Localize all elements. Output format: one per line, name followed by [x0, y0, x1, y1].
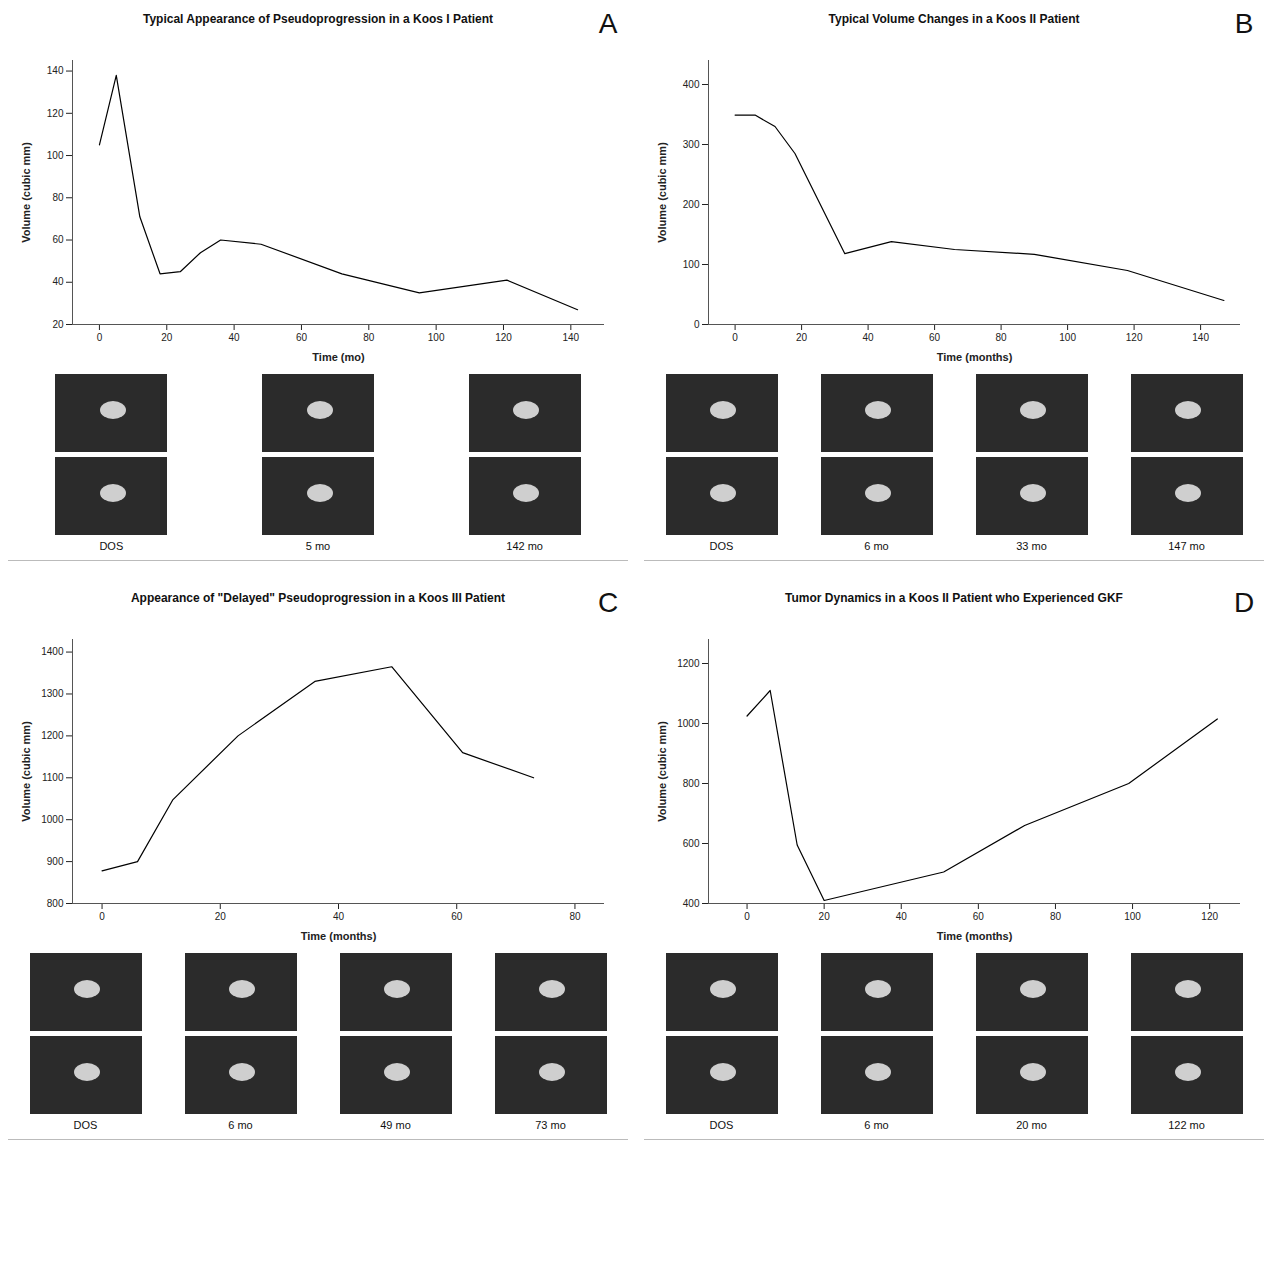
- svg-text:80: 80: [996, 332, 1008, 343]
- html-text:DOS: DOS: [709, 1119, 734, 1131]
- svg-text:Volume (cubic mm): Volume (cubic mm): [656, 142, 668, 243]
- svg-text:80: 80: [569, 911, 581, 922]
- svg-text:20: 20: [796, 332, 808, 343]
- svg-text:0: 0: [744, 911, 750, 922]
- svg-text:Time (mo): Time (mo): [312, 351, 365, 363]
- html-text:20 mo: 20 mo: [1016, 1119, 1047, 1131]
- svg-text:900: 900: [47, 856, 64, 867]
- svg-text:60: 60: [929, 332, 941, 343]
- html-text:Typical Appearance of Pseudopr: Typical Appearance of Pseudoprogression …: [143, 12, 493, 26]
- svg-text:200: 200: [683, 199, 700, 210]
- html-text:DOS: DOS: [709, 540, 734, 552]
- svg-text:1200: 1200: [677, 658, 700, 669]
- svg-text:1300: 1300: [41, 688, 64, 699]
- svg-text:Volume (cubic mm): Volume (cubic mm): [20, 142, 32, 243]
- svg-text:20: 20: [52, 319, 64, 330]
- html-text:B: B: [1234, 8, 1254, 39]
- svg-text:0: 0: [732, 332, 738, 343]
- html-text:6 mo: 6 mo: [228, 1119, 253, 1131]
- svg-text:1000: 1000: [677, 718, 700, 729]
- svg-text:Time (months): Time (months): [301, 930, 377, 942]
- svg-text:60: 60: [973, 911, 985, 922]
- svg-text:800: 800: [47, 898, 64, 909]
- svg-text:400: 400: [683, 898, 700, 909]
- svg-text:120: 120: [495, 332, 512, 343]
- svg-text:600: 600: [683, 838, 700, 849]
- svg-text:0: 0: [97, 332, 103, 343]
- html-text:Tumor Dynamics in a Koos II Pa: Tumor Dynamics in a Koos II Patient who …: [785, 591, 1123, 605]
- svg-text:300: 300: [683, 139, 700, 150]
- svg-text:20: 20: [819, 911, 831, 922]
- html-text:DOS: DOS: [99, 540, 124, 552]
- svg-text:120: 120: [47, 108, 64, 119]
- html-text:6 mo: 6 mo: [864, 1119, 889, 1131]
- svg-text:20: 20: [161, 332, 173, 343]
- svg-text:60: 60: [296, 332, 308, 343]
- svg-text:Time (months): Time (months): [937, 351, 1013, 363]
- svg-text:100: 100: [1124, 911, 1141, 922]
- svg-text:80: 80: [1050, 911, 1062, 922]
- svg-text:140: 140: [562, 332, 579, 343]
- svg-text:1400: 1400: [41, 646, 64, 657]
- svg-text:Volume (cubic mm): Volume (cubic mm): [656, 721, 668, 822]
- svg-text:120: 120: [1126, 332, 1143, 343]
- html-text:DOS: DOS: [73, 1119, 98, 1131]
- svg-text:80: 80: [52, 192, 64, 203]
- svg-text:1200: 1200: [41, 730, 64, 741]
- svg-text:40: 40: [229, 332, 241, 343]
- svg-text:100: 100: [47, 150, 64, 161]
- svg-text:80: 80: [363, 332, 375, 343]
- svg-text:1000: 1000: [41, 814, 64, 825]
- svg-text:100: 100: [428, 332, 445, 343]
- html-text:D: D: [1233, 587, 1255, 618]
- svg-text:40: 40: [333, 911, 345, 922]
- html-text:73 mo: 73 mo: [535, 1119, 566, 1131]
- html-text:147 mo: 147 mo: [1168, 540, 1205, 552]
- svg-text:800: 800: [683, 778, 700, 789]
- html-text:142 mo: 142 mo: [506, 540, 543, 552]
- svg-text:100: 100: [683, 259, 700, 270]
- svg-text:40: 40: [863, 332, 875, 343]
- svg-text:400: 400: [683, 79, 700, 90]
- html-text:5 mo: 5 mo: [305, 540, 331, 552]
- html-text:6 mo: 6 mo: [864, 540, 889, 552]
- html-text:A: A: [598, 8, 618, 39]
- html-text:122 mo: 122 mo: [1168, 1119, 1205, 1131]
- svg-text:140: 140: [47, 65, 64, 76]
- html-text:49 mo: 49 mo: [380, 1119, 411, 1131]
- html-text:C: C: [597, 587, 619, 618]
- html-text:33 mo: 33 mo: [1016, 540, 1047, 552]
- svg-text:1100: 1100: [42, 772, 64, 783]
- svg-text:0: 0: [694, 319, 700, 330]
- svg-text:60: 60: [451, 911, 463, 922]
- html-text:Appearance of "Delayed" Pseudo: Appearance of "Delayed" Pseudoprogressio…: [130, 591, 506, 605]
- svg-text:40: 40: [896, 911, 908, 922]
- html-text:Typical Volume Changes in a Ko: Typical Volume Changes in a Koos II Pati…: [828, 12, 1080, 26]
- svg-text:100: 100: [1059, 332, 1076, 343]
- svg-text:60: 60: [52, 234, 64, 245]
- svg-text:Time (months): Time (months): [937, 930, 1013, 942]
- svg-text:40: 40: [52, 276, 64, 287]
- svg-text:20: 20: [215, 911, 227, 922]
- svg-text:Volume (cubic mm): Volume (cubic mm): [20, 721, 32, 822]
- svg-text:0: 0: [99, 911, 105, 922]
- svg-text:120: 120: [1201, 911, 1218, 922]
- svg-text:140: 140: [1192, 332, 1209, 343]
